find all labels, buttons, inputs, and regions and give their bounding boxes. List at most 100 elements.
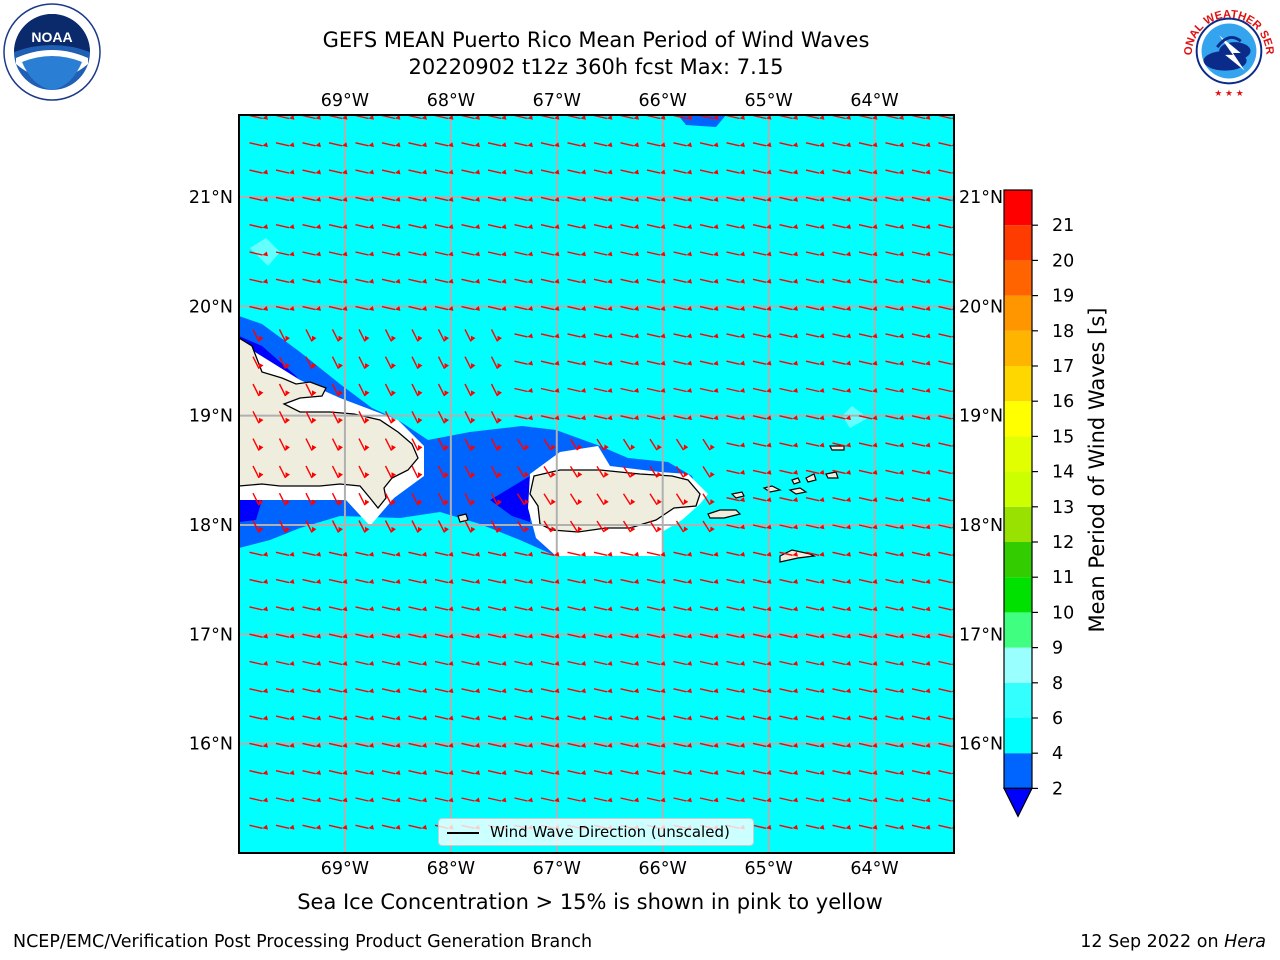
wave-arrow	[490, 492, 502, 506]
wave-arrow	[885, 387, 904, 393]
wave-arrow	[646, 742, 666, 748]
wave-arrow	[487, 251, 507, 257]
wave-arrow	[434, 278, 454, 284]
wave-arrow	[726, 606, 745, 612]
wave-arrow	[487, 224, 507, 230]
wave-arrow	[779, 633, 798, 639]
wave-arrow	[540, 688, 560, 694]
wave-arrow	[858, 606, 878, 612]
wave-arrow	[514, 660, 533, 666]
wave-arrow	[620, 551, 639, 557]
wave-arrow	[779, 770, 798, 776]
wave-arrow	[540, 333, 560, 339]
wave-arrow	[514, 278, 533, 284]
wave-arrow	[620, 333, 639, 339]
wave-arrow	[487, 196, 507, 202]
wave-arrow	[408, 224, 427, 230]
wave-arrow	[752, 224, 772, 230]
wave-arrow	[752, 633, 772, 639]
wave-arrow	[779, 660, 798, 666]
wave-arrow	[384, 520, 396, 533]
wave-arrow	[514, 770, 533, 776]
wave-arrow	[593, 770, 613, 776]
lat-label-left: 20°N	[189, 297, 233, 317]
wave-arrow	[885, 578, 904, 584]
wave-arrow	[911, 142, 931, 148]
wave-arrow	[331, 438, 343, 451]
wave-arrow	[434, 169, 454, 175]
wave-arrow	[885, 551, 904, 557]
wave-arrow	[437, 492, 449, 506]
colorbar-tick-label: 11	[1052, 568, 1074, 588]
wave-arrow	[752, 770, 772, 776]
wave-arrow	[779, 196, 798, 202]
colorbar-band	[1004, 471, 1032, 507]
wave-arrow	[885, 196, 904, 202]
wave-arrow	[514, 742, 533, 748]
wave-arrow	[434, 606, 454, 612]
wave-arrow	[911, 524, 931, 530]
wave-arrow	[249, 551, 268, 557]
wave-arrow	[646, 196, 666, 202]
wave-arrow	[358, 356, 370, 370]
wave-arrow	[646, 770, 666, 776]
wave-arrow	[358, 520, 370, 533]
wave-arrow	[593, 196, 613, 202]
wave-arrow	[381, 770, 401, 776]
wave-arrow	[464, 383, 476, 397]
map-legend: Wind Wave Direction (unscaled)	[438, 818, 754, 846]
wave-arrow	[858, 660, 878, 666]
wave-arrow	[461, 660, 480, 666]
colorbar-band	[1004, 225, 1032, 261]
colorbar-band	[1004, 506, 1032, 542]
lat-label-left: 18°N	[189, 516, 233, 536]
wave-arrow	[275, 551, 295, 557]
wave-arrow	[805, 333, 825, 339]
wave-arrow	[885, 497, 904, 503]
wave-arrow	[355, 715, 374, 721]
lon-labels-bottom: 69°W 68°W 67°W 66°W 65°W 64°W	[321, 859, 899, 879]
wave-arrow	[461, 742, 480, 748]
wave-arrow	[673, 387, 692, 393]
wave-arrow	[911, 742, 931, 748]
wave-arrow	[567, 797, 586, 803]
wave-arrow	[514, 360, 533, 366]
wave-arrow	[490, 356, 502, 370]
wave-arrow	[805, 224, 825, 230]
wave-arrow	[461, 688, 480, 694]
wave-arrow	[490, 465, 502, 479]
wave-arrow	[726, 169, 745, 175]
colorbar-band	[1004, 401, 1032, 437]
colorbar-tick-label: 12	[1052, 533, 1074, 553]
lon-label-top: 69°W	[321, 91, 369, 111]
wave-arrow	[620, 606, 639, 612]
wave-arrow	[543, 493, 556, 506]
wave-arrow	[858, 442, 878, 448]
wave-arrow	[593, 251, 613, 257]
hispaniola-land	[239, 337, 419, 510]
wave-arrow	[620, 660, 639, 666]
wave-arrow	[302, 715, 321, 721]
wave-arrow	[752, 251, 772, 257]
wave-arrow	[752, 333, 772, 339]
wave-arrow	[275, 169, 295, 175]
wave-arrow	[358, 492, 370, 506]
wave-arrow	[487, 551, 507, 557]
wave-arrow	[885, 169, 904, 175]
wave-arrow	[408, 305, 427, 311]
wave-arrow	[593, 333, 613, 339]
wave-arrow	[437, 465, 449, 479]
colorbar-tick-label: 15	[1052, 427, 1074, 447]
wave-arrow	[381, 251, 401, 257]
wave-arrow	[302, 742, 321, 748]
wave-arrow	[411, 410, 423, 424]
lon-label-bottom: 64°W	[850, 859, 898, 879]
wave-arrow	[673, 333, 692, 339]
wave-arrow	[490, 520, 502, 533]
wave-arrow	[328, 224, 348, 230]
wave-arrow	[540, 415, 560, 421]
wave-arrow	[434, 633, 454, 639]
wave-arrow	[540, 797, 560, 803]
wave-arrow	[408, 196, 427, 202]
colorbar-tick-label: 8	[1052, 674, 1063, 694]
